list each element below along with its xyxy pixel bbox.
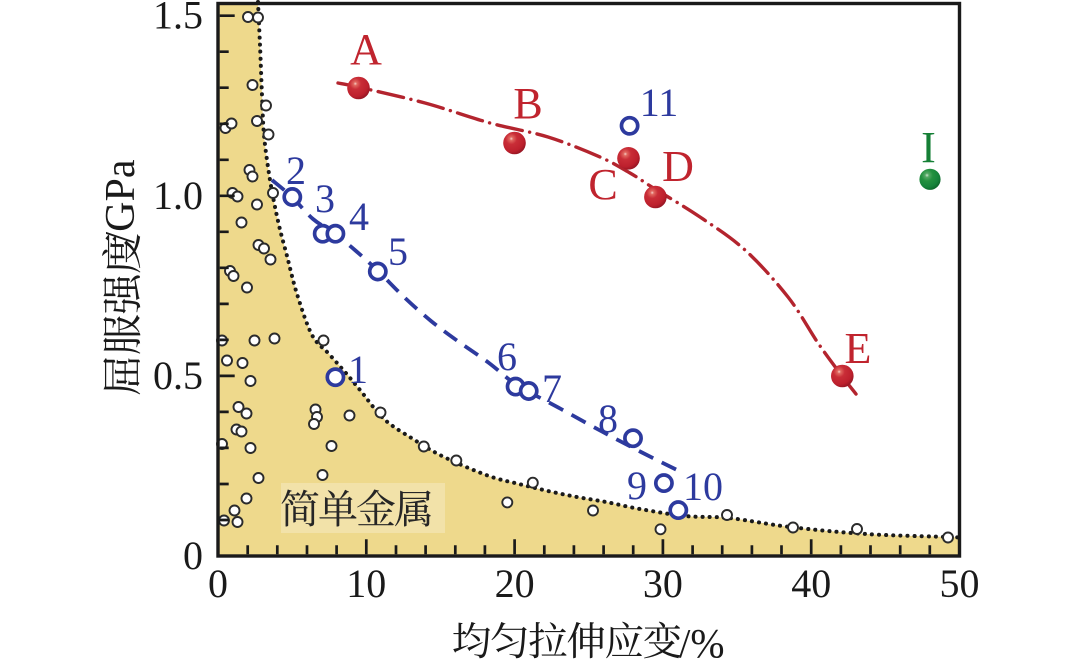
svg-text:50: 50	[940, 561, 980, 606]
svg-text:40: 40	[791, 561, 831, 606]
svg-text:C: C	[588, 160, 617, 209]
svg-text:30: 30	[643, 561, 683, 606]
svg-text:10: 10	[346, 561, 386, 606]
svg-text:10: 10	[683, 464, 723, 509]
svg-text:I: I	[921, 123, 936, 172]
svg-text:1.0: 1.0	[153, 173, 203, 218]
svg-text:20: 20	[495, 561, 535, 606]
svg-text:11: 11	[640, 80, 679, 125]
svg-text:7: 7	[542, 366, 562, 411]
svg-text:B: B	[513, 79, 542, 128]
svg-text:3: 3	[315, 176, 335, 221]
svg-text:9: 9	[627, 463, 647, 508]
svg-text:/%: /%	[679, 620, 725, 666]
svg-text:0.5: 0.5	[153, 353, 203, 398]
svg-text:6: 6	[497, 334, 517, 379]
svg-text:1: 1	[348, 347, 368, 392]
svg-text:1.5: 1.5	[153, 0, 203, 38]
svg-text:4: 4	[349, 194, 369, 239]
svg-text:A: A	[350, 25, 382, 74]
svg-text:0: 0	[208, 561, 228, 606]
svg-text:0: 0	[183, 533, 203, 578]
svg-text:E: E	[845, 324, 872, 373]
svg-text:/GPa: /GPa	[98, 159, 144, 243]
svg-text:2: 2	[286, 148, 306, 193]
svg-text:8: 8	[598, 396, 618, 441]
svg-text:5: 5	[388, 229, 408, 274]
svg-text:D: D	[662, 142, 694, 191]
